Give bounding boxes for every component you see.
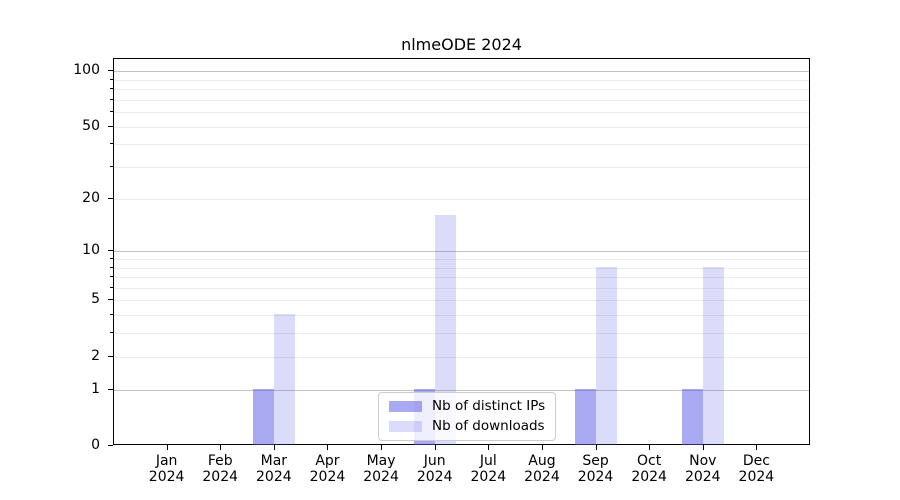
x-tick: [488, 445, 490, 450]
bar-downloads: [595, 266, 617, 445]
y-gridline-minor: [114, 144, 809, 146]
y-tick-label: 20: [82, 189, 100, 206]
y-gridline-major: [114, 71, 809, 73]
y-tick-label: 10: [82, 242, 100, 259]
x-tick-label: May 2024: [363, 453, 399, 485]
y-gridline-major: [114, 389, 809, 391]
x-tick: [273, 445, 275, 450]
y-gridline-minor: [114, 99, 809, 101]
legend: Nb of distinct IPs Nb of downloads: [378, 392, 557, 441]
y-tick-minor: [110, 78, 113, 80]
y-tick-minor: [110, 286, 113, 288]
y-tick-minor: [110, 111, 113, 113]
y-tick-minor: [110, 266, 113, 268]
bar-distinct-ips: [681, 388, 703, 445]
y-gridline-minor: [114, 300, 809, 302]
y-gridline-minor: [114, 267, 809, 269]
y-tick-minor: [110, 166, 113, 168]
bar-downloads: [702, 266, 724, 445]
x-tick-label: Apr 2024: [309, 453, 346, 485]
x-tick: [327, 445, 329, 450]
bar-distinct-ips: [252, 388, 274, 445]
y-tick: [108, 197, 113, 199]
y-tick: [108, 70, 113, 72]
x-tick: [756, 445, 758, 450]
x-tick-label: Dec 2024: [738, 453, 775, 485]
x-tick: [220, 445, 222, 450]
y-gridline-minor: [114, 277, 809, 279]
legend-item: Nb of downloads: [389, 419, 545, 434]
y-tick: [108, 355, 113, 357]
x-tick-label: Jan 2024: [148, 453, 185, 485]
y-tick-minor: [110, 98, 113, 100]
bar-downloads: [434, 214, 456, 445]
legend-swatch: [389, 421, 422, 432]
bar-distinct-ips: [574, 388, 596, 445]
y-tick-minor: [110, 276, 113, 278]
y-tick: [108, 125, 113, 127]
x-tick: [595, 445, 597, 450]
y-tick: [108, 250, 113, 252]
y-tick-label: 100: [73, 62, 100, 79]
y-gridline-minor: [114, 79, 809, 81]
x-tick-label: Sep 2024: [577, 453, 614, 485]
legend-swatch: [389, 401, 422, 412]
y-gridline-minor: [114, 89, 809, 91]
x-tick: [166, 445, 168, 450]
legend-label: Nb of downloads: [432, 418, 545, 434]
x-tick-label: Aug 2024: [524, 453, 560, 485]
y-gridline-minor: [114, 126, 809, 128]
y-tick-label: 0: [91, 437, 100, 453]
y-tick-minor: [110, 88, 113, 90]
y-tick-label: 2: [91, 347, 100, 364]
y-gridline-minor: [114, 287, 809, 289]
x-tick-label: Feb 2024: [202, 453, 239, 485]
chart-title: nlmeODE 2024: [401, 35, 522, 54]
y-tick-minor: [110, 258, 113, 259]
y-gridline-minor: [114, 198, 809, 200]
y-tick: [108, 445, 113, 446]
x-tick: [541, 445, 543, 450]
y-tick-minor: [110, 143, 113, 145]
y-tick-label: 1: [91, 380, 100, 397]
y-gridline-minor: [114, 112, 809, 114]
x-tick-label: Jul 2024: [470, 453, 507, 485]
y-tick: [108, 388, 113, 390]
plot-area: [113, 58, 810, 445]
y-gridline-minor: [114, 333, 809, 335]
x-tick: [381, 445, 383, 450]
y-tick-label: 5: [91, 291, 100, 308]
x-tick: [434, 445, 436, 450]
y-tick-minor: [110, 332, 113, 334]
y-gridline-minor: [114, 315, 809, 317]
y-tick: [108, 299, 113, 301]
y-tick-minor: [110, 314, 113, 316]
x-tick-label: Mar 2024: [256, 453, 292, 485]
y-gridline-major: [114, 251, 809, 253]
x-tick: [702, 445, 704, 450]
x-tick-label: Nov 2024: [684, 453, 721, 485]
legend-item: Nb of distinct IPs: [389, 399, 545, 414]
legend-label: Nb of distinct IPs: [432, 398, 546, 414]
y-gridline-minor: [114, 167, 809, 169]
y-gridline-minor: [114, 259, 809, 260]
x-tick-label: Oct 2024: [631, 453, 667, 485]
y-tick-label: 50: [82, 117, 100, 134]
x-tick-label: Jun 2024: [416, 453, 453, 485]
y-gridline-minor: [114, 356, 809, 358]
bar-downloads: [273, 314, 295, 445]
x-tick: [649, 445, 651, 450]
